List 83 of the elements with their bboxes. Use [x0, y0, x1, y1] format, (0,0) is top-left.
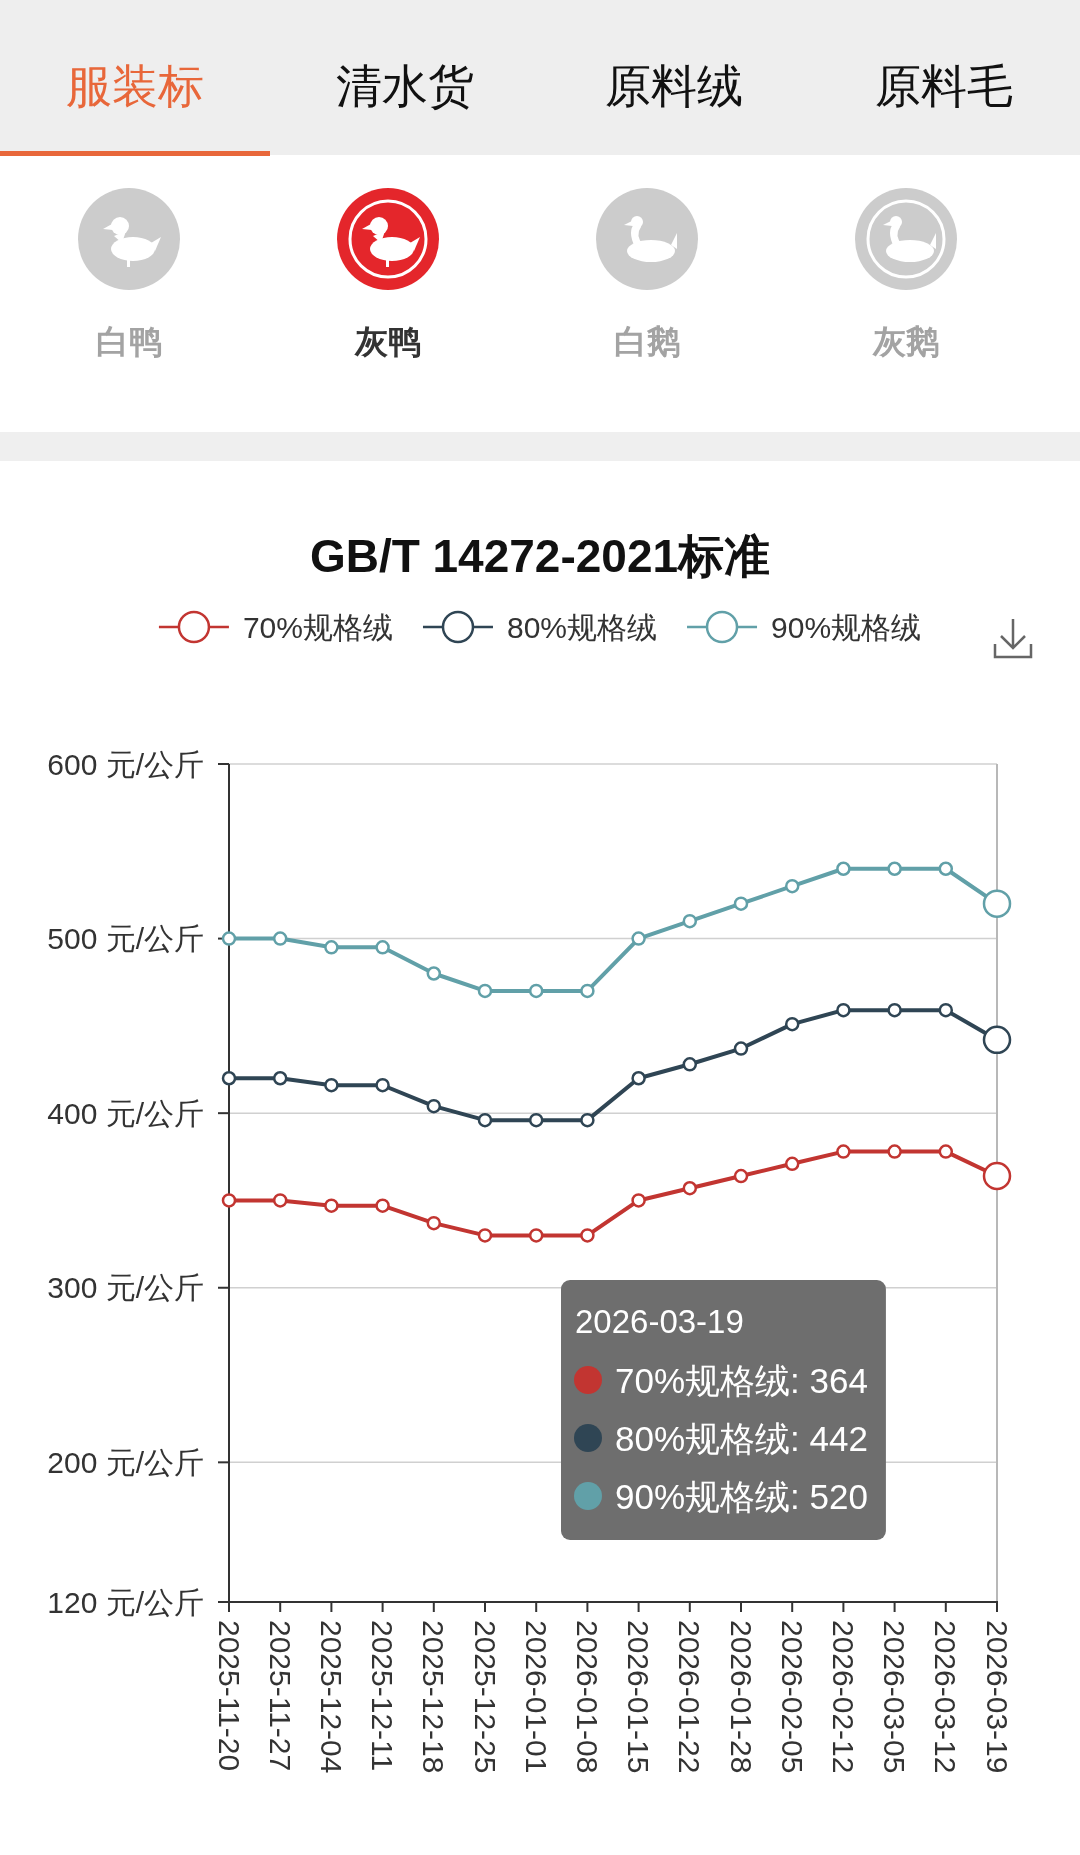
point [682, 1057, 698, 1072]
point [477, 983, 493, 999]
point [784, 878, 800, 894]
text: 服装标 [66, 60, 204, 112]
point [682, 913, 698, 929]
point [324, 940, 339, 955]
x-tick-label: 2025-12-11 [366, 1620, 400, 1772]
text: 灰鹅 [872, 322, 939, 360]
x-tick-label: 2026-03-12 [929, 1620, 963, 1774]
point [887, 1144, 902, 1159]
x-tick-label: 2025-12-04 [314, 1620, 348, 1774]
x-tick-label: 2025-12-18 [417, 1620, 451, 1774]
point [887, 1002, 902, 1018]
x-tick-label: 2026-01-01 [519, 1620, 553, 1774]
point [426, 1215, 442, 1231]
point [477, 1112, 493, 1128]
legend-label: 90%规格绒 [771, 610, 922, 644]
point [221, 931, 237, 946]
point [887, 861, 902, 876]
point [631, 1071, 646, 1086]
point [580, 1228, 595, 1243]
text: 白鹅 [614, 322, 680, 360]
point [426, 966, 442, 981]
text: 原料绒 [605, 60, 743, 112]
x-tick-label: 2026-01-15 [622, 1620, 656, 1774]
y-tick-label: 500 元/公斤 [47, 922, 204, 956]
text: 灰鸭 [354, 322, 421, 360]
point [324, 1198, 339, 1213]
x-tick-label: 2026-01-08 [570, 1620, 604, 1774]
x-tick-label: 2026-01-22 [673, 1620, 707, 1774]
text: 白鸭 [96, 322, 162, 360]
x-tick-label: 2026-02-05 [775, 1620, 809, 1774]
point [580, 1112, 595, 1128]
x-tick-label: 2026-01-28 [724, 1620, 758, 1774]
y-tick-label: 300 元/公斤 [47, 1271, 204, 1305]
point [938, 1002, 954, 1018]
point [272, 1193, 288, 1208]
annotation: 80%规格绒: 442 [615, 1418, 868, 1458]
point [528, 1228, 544, 1243]
point [733, 1168, 749, 1184]
point [836, 1144, 851, 1159]
x-tick-label: 2026-03-05 [878, 1620, 912, 1774]
x-tick-label: 2026-02-12 [826, 1620, 860, 1774]
point [938, 861, 954, 876]
y-tick-label: 400 元/公斤 [47, 1096, 204, 1130]
x-tick-label: 2025-11-27 [263, 1620, 297, 1772]
point [375, 1198, 390, 1213]
point [528, 1112, 544, 1128]
point [221, 1071, 237, 1086]
point [375, 1077, 390, 1093]
point [836, 861, 851, 876]
annotation: 90%规格绒: 520 [615, 1476, 868, 1516]
point [272, 931, 288, 946]
chart-title: GB/T 14272-2021标准 [309, 530, 771, 582]
y-tick-label: 600 元/公斤 [47, 747, 204, 781]
point [221, 1193, 237, 1208]
text: 原料毛 [875, 60, 1013, 112]
point [784, 1016, 800, 1032]
point [272, 1071, 288, 1086]
point [426, 1098, 442, 1114]
point [682, 1180, 698, 1196]
annotation: 2026-03-19 [575, 1302, 744, 1340]
text: 清水货 [336, 60, 474, 112]
point [324, 1077, 339, 1093]
point [375, 940, 390, 955]
x-tick-label: 2025-11-20 [212, 1620, 246, 1772]
legend-label: 80%规格绒 [506, 610, 658, 644]
x-tick-label: 2025-12-25 [468, 1620, 502, 1774]
point [477, 1228, 493, 1243]
annotation: 70%规格绒: 364 [615, 1360, 868, 1400]
y-tick-label: 200 元/公斤 [47, 1445, 204, 1479]
point [631, 1193, 646, 1208]
point [938, 1144, 954, 1159]
point [733, 1041, 749, 1056]
y-tick-label: 120 元/公斤 [47, 1585, 204, 1619]
point [733, 896, 749, 911]
point [784, 1156, 800, 1172]
point [836, 1002, 851, 1018]
point [580, 983, 595, 999]
point [528, 983, 544, 999]
point [631, 931, 646, 946]
legend-label: 70%规格绒 [242, 610, 393, 644]
x-tick-label: 2026-03-19 [980, 1620, 1014, 1774]
